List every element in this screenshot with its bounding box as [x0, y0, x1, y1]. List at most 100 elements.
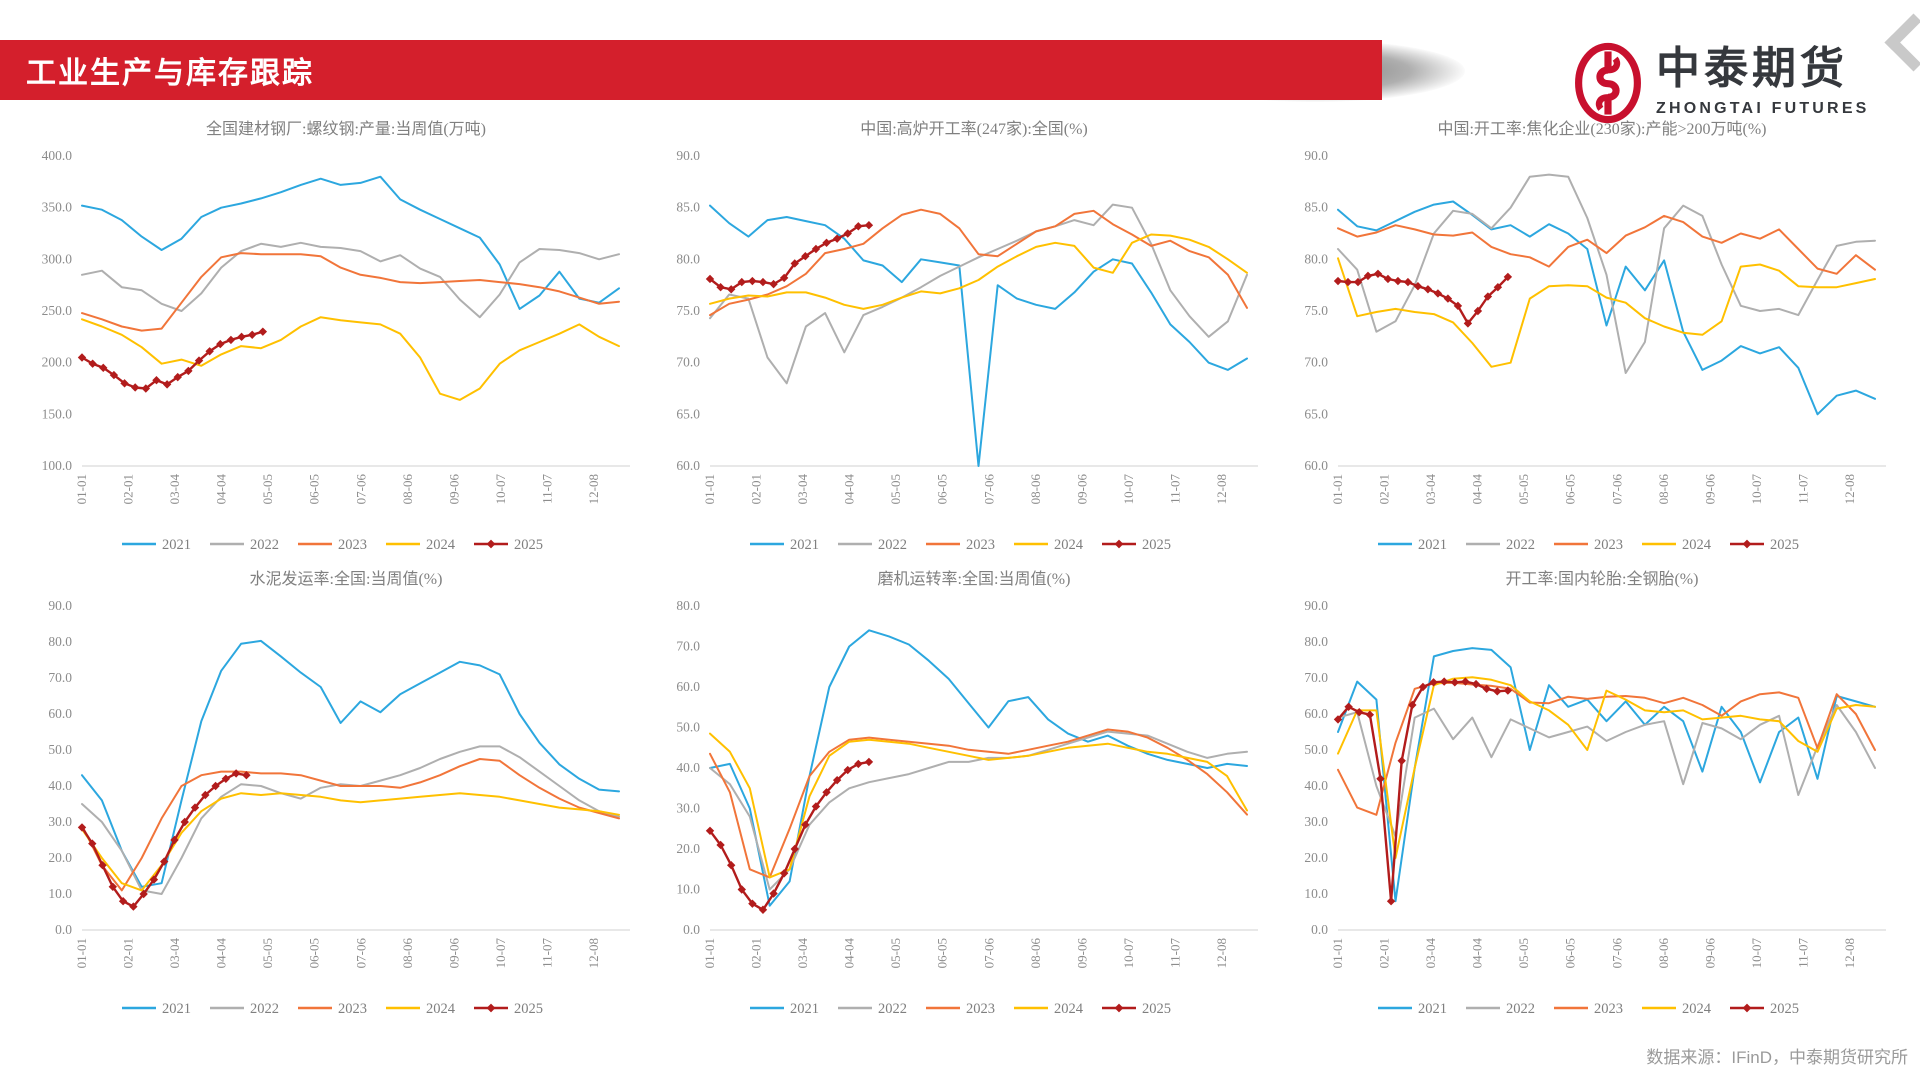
diamond-marker	[726, 285, 736, 294]
legend-item-2025: 2025	[1730, 537, 1799, 553]
series-2024	[81, 316, 620, 401]
series-2021	[1337, 647, 1876, 903]
legend-label: 2025	[514, 1001, 543, 1017]
y-tick-label: 40.0	[676, 760, 700, 775]
legend-item-2021: 2021	[1378, 1001, 1447, 1017]
diamond-marker	[205, 347, 214, 356]
x-tick-label: 12-08	[1214, 938, 1229, 968]
legend-label: 2022	[878, 1001, 907, 1017]
chart-cement-dispatch-rate: 水泥发运率:全国:当周值(%) 90.0 80.0 70.0 60.0 50.0 40.0 3…	[18, 562, 646, 1027]
chart-row-top: 全国建材钢厂:螺纹钢:产量:当周值(万吨) 400.0 350.0 300.0 250.…	[18, 112, 1902, 563]
x-tick-label: 10-07	[493, 474, 508, 505]
diamond-marker	[1473, 306, 1483, 316]
legend-item-2025: 2025	[474, 1001, 543, 1017]
legend-label: 2024	[1054, 1001, 1084, 1017]
legend-label: 2021	[162, 537, 191, 553]
legend-diamond-marker	[1742, 1003, 1752, 1013]
y-tick-label: 70.0	[1304, 355, 1328, 370]
legend-label: 2024	[1054, 537, 1084, 553]
legend-diamond-marker	[1742, 539, 1752, 549]
series-2025	[1333, 677, 1513, 906]
x-tick-label: 09-06	[1702, 938, 1717, 969]
diamond-marker	[1408, 700, 1417, 710]
x-tick-label: 03-04	[167, 474, 182, 505]
chart-title: 磨机运转率:全国:当周值(%)	[878, 570, 1071, 588]
legend-label: 2025	[1770, 537, 1799, 553]
diamond-marker	[258, 327, 268, 336]
legend-label: 2023	[1594, 1001, 1623, 1017]
x-tick-label: 01-01	[1330, 474, 1345, 504]
x-tick-label: 05-05	[260, 938, 275, 968]
series-2025	[705, 221, 874, 294]
y-tick-label: 10.0	[676, 882, 700, 897]
diamond-marker	[790, 259, 799, 268]
series-2023	[709, 728, 1248, 879]
legend-label: 2022	[250, 537, 279, 553]
y-tick-label: 80.0	[1304, 251, 1328, 266]
diamond-marker	[149, 875, 159, 884]
x-tick-label: 12-08	[1214, 474, 1229, 504]
brand-name-cn: 中泰期货	[1656, 44, 1848, 93]
legend-item-2021: 2021	[750, 1001, 819, 1017]
x-tick-label: 01-01	[702, 938, 717, 968]
x-tick-label: 02-01	[749, 474, 764, 504]
legend-diamond-marker	[1114, 1003, 1124, 1013]
y-tick-label: 90.0	[48, 598, 72, 613]
legend-item-2024: 2024	[386, 1001, 456, 1017]
diamond-marker	[237, 332, 246, 342]
y-tick-label: 80.0	[48, 634, 72, 649]
legend-item-2024: 2024	[1642, 1001, 1712, 1017]
diamond-marker	[1333, 276, 1343, 286]
series-2021	[81, 175, 620, 310]
legend-label: 2025	[1142, 537, 1171, 553]
x-tick-label: 08-06	[1656, 938, 1671, 969]
header-banner: 工业生产与库存跟踪	[0, 40, 1382, 100]
x-tick-label: 11-07	[1795, 474, 1810, 504]
x-tick-label: 03-04	[795, 474, 810, 505]
diamond-marker	[864, 221, 874, 230]
x-tick-label: 07-06	[981, 938, 996, 969]
x-tick-label: 06-05	[1563, 474, 1578, 504]
diamond-marker	[248, 330, 257, 339]
y-tick-label: 150.0	[42, 406, 73, 421]
y-tick-label: 50.0	[48, 742, 72, 757]
x-tick-label: 09-06	[446, 474, 461, 505]
legend-item-2025: 2025	[1730, 1001, 1799, 1017]
x-tick-label: 02-01	[1377, 938, 1392, 968]
x-tick-label: 04-04	[842, 474, 857, 505]
legend-label: 2023	[1594, 537, 1623, 553]
series-2024	[709, 732, 1248, 879]
x-tick-label: 10-07	[1121, 938, 1136, 969]
x-tick-label: 09-06	[1074, 938, 1089, 969]
y-tick-label: 90.0	[1304, 598, 1328, 613]
y-tick-label: 40.0	[1304, 778, 1328, 793]
chart-canvas: 全国建材钢厂:螺纹钢:产量:当周值(万吨) 400.0 350.0 300.0 250.…	[42, 120, 630, 553]
x-tick-label: 04-04	[1470, 938, 1485, 969]
diamond-marker	[1493, 687, 1502, 696]
x-tick-label: 09-06	[1074, 474, 1089, 505]
diamond-marker	[173, 372, 182, 382]
brand-block: 中泰期货 ZHONGTAI FUTURES	[1572, 40, 1870, 126]
x-tick-label: 07-06	[1609, 938, 1624, 969]
x-tick-label: 04-04	[1470, 474, 1485, 505]
x-tick-label: 04-04	[214, 474, 229, 505]
diamond-marker	[811, 244, 821, 254]
series-2024	[1337, 257, 1876, 368]
diamond-marker	[88, 359, 97, 368]
diamond-marker	[160, 857, 169, 866]
diamond-marker	[758, 277, 768, 287]
diamond-marker	[180, 817, 189, 827]
chevron-left-icon	[1884, 13, 1920, 72]
diamond-marker	[758, 905, 768, 914]
y-tick-label: 70.0	[676, 355, 700, 370]
diamond-marker	[1503, 686, 1513, 695]
brand-name-en: ZHONGTAI FUTURES	[1656, 100, 1870, 117]
x-tick-label: 01-01	[1330, 938, 1345, 968]
diamond-marker	[748, 899, 757, 908]
series-2023	[81, 252, 620, 332]
chart-rebar-production: 全国建材钢厂:螺纹钢:产量:当周值(万吨) 400.0 350.0 300.0 250.…	[18, 112, 646, 563]
y-tick-label: 80.0	[1304, 634, 1328, 649]
y-tick-label: 60.0	[48, 706, 72, 721]
diamond-marker	[1433, 289, 1443, 298]
series-2021	[1337, 200, 1876, 416]
